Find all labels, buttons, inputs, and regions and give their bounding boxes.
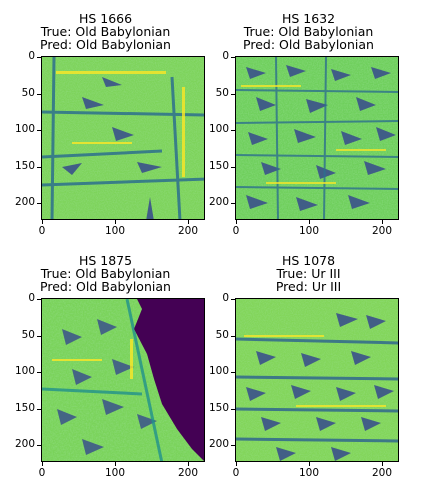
ytick-mark (37, 203, 41, 204)
ytick-label: 0 (222, 50, 229, 62)
xtick-mark (236, 462, 237, 466)
tablet-texture (236, 299, 398, 461)
ytick-mark (231, 203, 235, 204)
tablet-texture (236, 57, 398, 219)
ytick-mark (231, 94, 235, 95)
ytick-mark (231, 336, 235, 337)
ytick-mark (37, 94, 41, 95)
xtick-mark (309, 220, 310, 224)
ytick-label: 50 (21, 329, 35, 341)
xtick-mark (42, 220, 43, 224)
panel-title: HS 1875 (78, 253, 133, 268)
pred-label: Pred: Old Babylonian (40, 37, 171, 52)
ytick-label: 150 (14, 402, 35, 414)
tablet-texture (42, 57, 204, 219)
ytick-mark (231, 372, 235, 373)
ytick-label: 0 (28, 50, 35, 62)
ytick-label: 50 (215, 87, 229, 99)
ytick-mark (231, 299, 235, 300)
ytick-label: 100 (208, 123, 229, 135)
panel-hs-1875: HS 1875 True: Old Babylonian Pred: Old B… (0, 244, 211, 489)
tablet-image (235, 56, 399, 220)
xtick-mark (115, 220, 116, 224)
ytick-label: 150 (208, 160, 229, 172)
tablet-image (235, 298, 399, 462)
ytick-label: 50 (21, 87, 35, 99)
xtick-label: 200 (177, 225, 199, 237)
panel-hs-1666: HS 1666 True: Old Babylonian Pred: Old B… (0, 0, 211, 245)
xtick-mark (382, 220, 383, 224)
xtick-label: 200 (177, 467, 199, 479)
xtick-mark (42, 462, 43, 466)
ytick-label: 200 (14, 196, 35, 208)
xtick-mark (309, 462, 310, 466)
pred-label: Pred: Ur III (275, 279, 342, 294)
ytick-mark (37, 299, 41, 300)
xtick-label: 0 (38, 225, 46, 237)
ytick-label: 0 (222, 292, 229, 304)
ytick-label: 200 (208, 196, 229, 208)
ytick-label: 200 (208, 438, 229, 450)
ytick-mark (37, 57, 41, 58)
panel-hs-1632: HS 1632 True: Old Babylonian Pred: Old B… (194, 0, 423, 245)
panel-title: HS 1632 (281, 11, 336, 26)
tablet-texture (42, 299, 204, 461)
ytick-mark (37, 409, 41, 410)
ytick-mark (231, 57, 235, 58)
ytick-label: 150 (14, 160, 35, 172)
panel-title: HS 1666 (78, 11, 133, 26)
xtick-label: 0 (232, 467, 240, 479)
pred-label: Pred: Old Babylonian (40, 279, 171, 294)
ytick-mark (37, 130, 41, 131)
ytick-mark (231, 130, 235, 131)
xtick-mark (236, 220, 237, 224)
xtick-label: 0 (38, 467, 46, 479)
ytick-mark (37, 372, 41, 373)
xtick-mark (382, 462, 383, 466)
xtick-label: 0 (232, 225, 240, 237)
ytick-label: 0 (28, 292, 35, 304)
ytick-label: 100 (208, 365, 229, 377)
xtick-label: 100 (298, 467, 320, 479)
true-label: True: Old Babylonian (243, 24, 374, 39)
ytick-mark (37, 336, 41, 337)
xtick-label: 100 (298, 225, 320, 237)
ytick-mark (231, 409, 235, 410)
xtick-mark (188, 462, 189, 466)
xtick-label: 100 (104, 225, 126, 237)
panel-title: HS 1078 (281, 253, 336, 268)
xtick-mark (188, 220, 189, 224)
tablet-image (41, 298, 205, 462)
ytick-mark (231, 167, 235, 168)
true-label: True: Ur III (276, 266, 341, 281)
xtick-mark (115, 462, 116, 466)
true-label: True: Old Babylonian (40, 266, 171, 281)
pred-label: Pred: Old Babylonian (243, 37, 374, 52)
ytick-label: 50 (215, 329, 229, 341)
ytick-label: 150 (208, 402, 229, 414)
ytick-label: 200 (14, 438, 35, 450)
ytick-label: 100 (14, 123, 35, 135)
tablet-image (41, 56, 205, 220)
xtick-label: 100 (104, 467, 126, 479)
xtick-label: 200 (371, 467, 393, 479)
ytick-label: 100 (14, 365, 35, 377)
panel-hs-1078: HS 1078 True: Ur III Pred: Ur III (194, 244, 423, 489)
ytick-mark (37, 167, 41, 168)
ytick-mark (231, 445, 235, 446)
true-label: True: Old Babylonian (40, 24, 171, 39)
ytick-mark (37, 445, 41, 446)
xtick-label: 200 (371, 225, 393, 237)
